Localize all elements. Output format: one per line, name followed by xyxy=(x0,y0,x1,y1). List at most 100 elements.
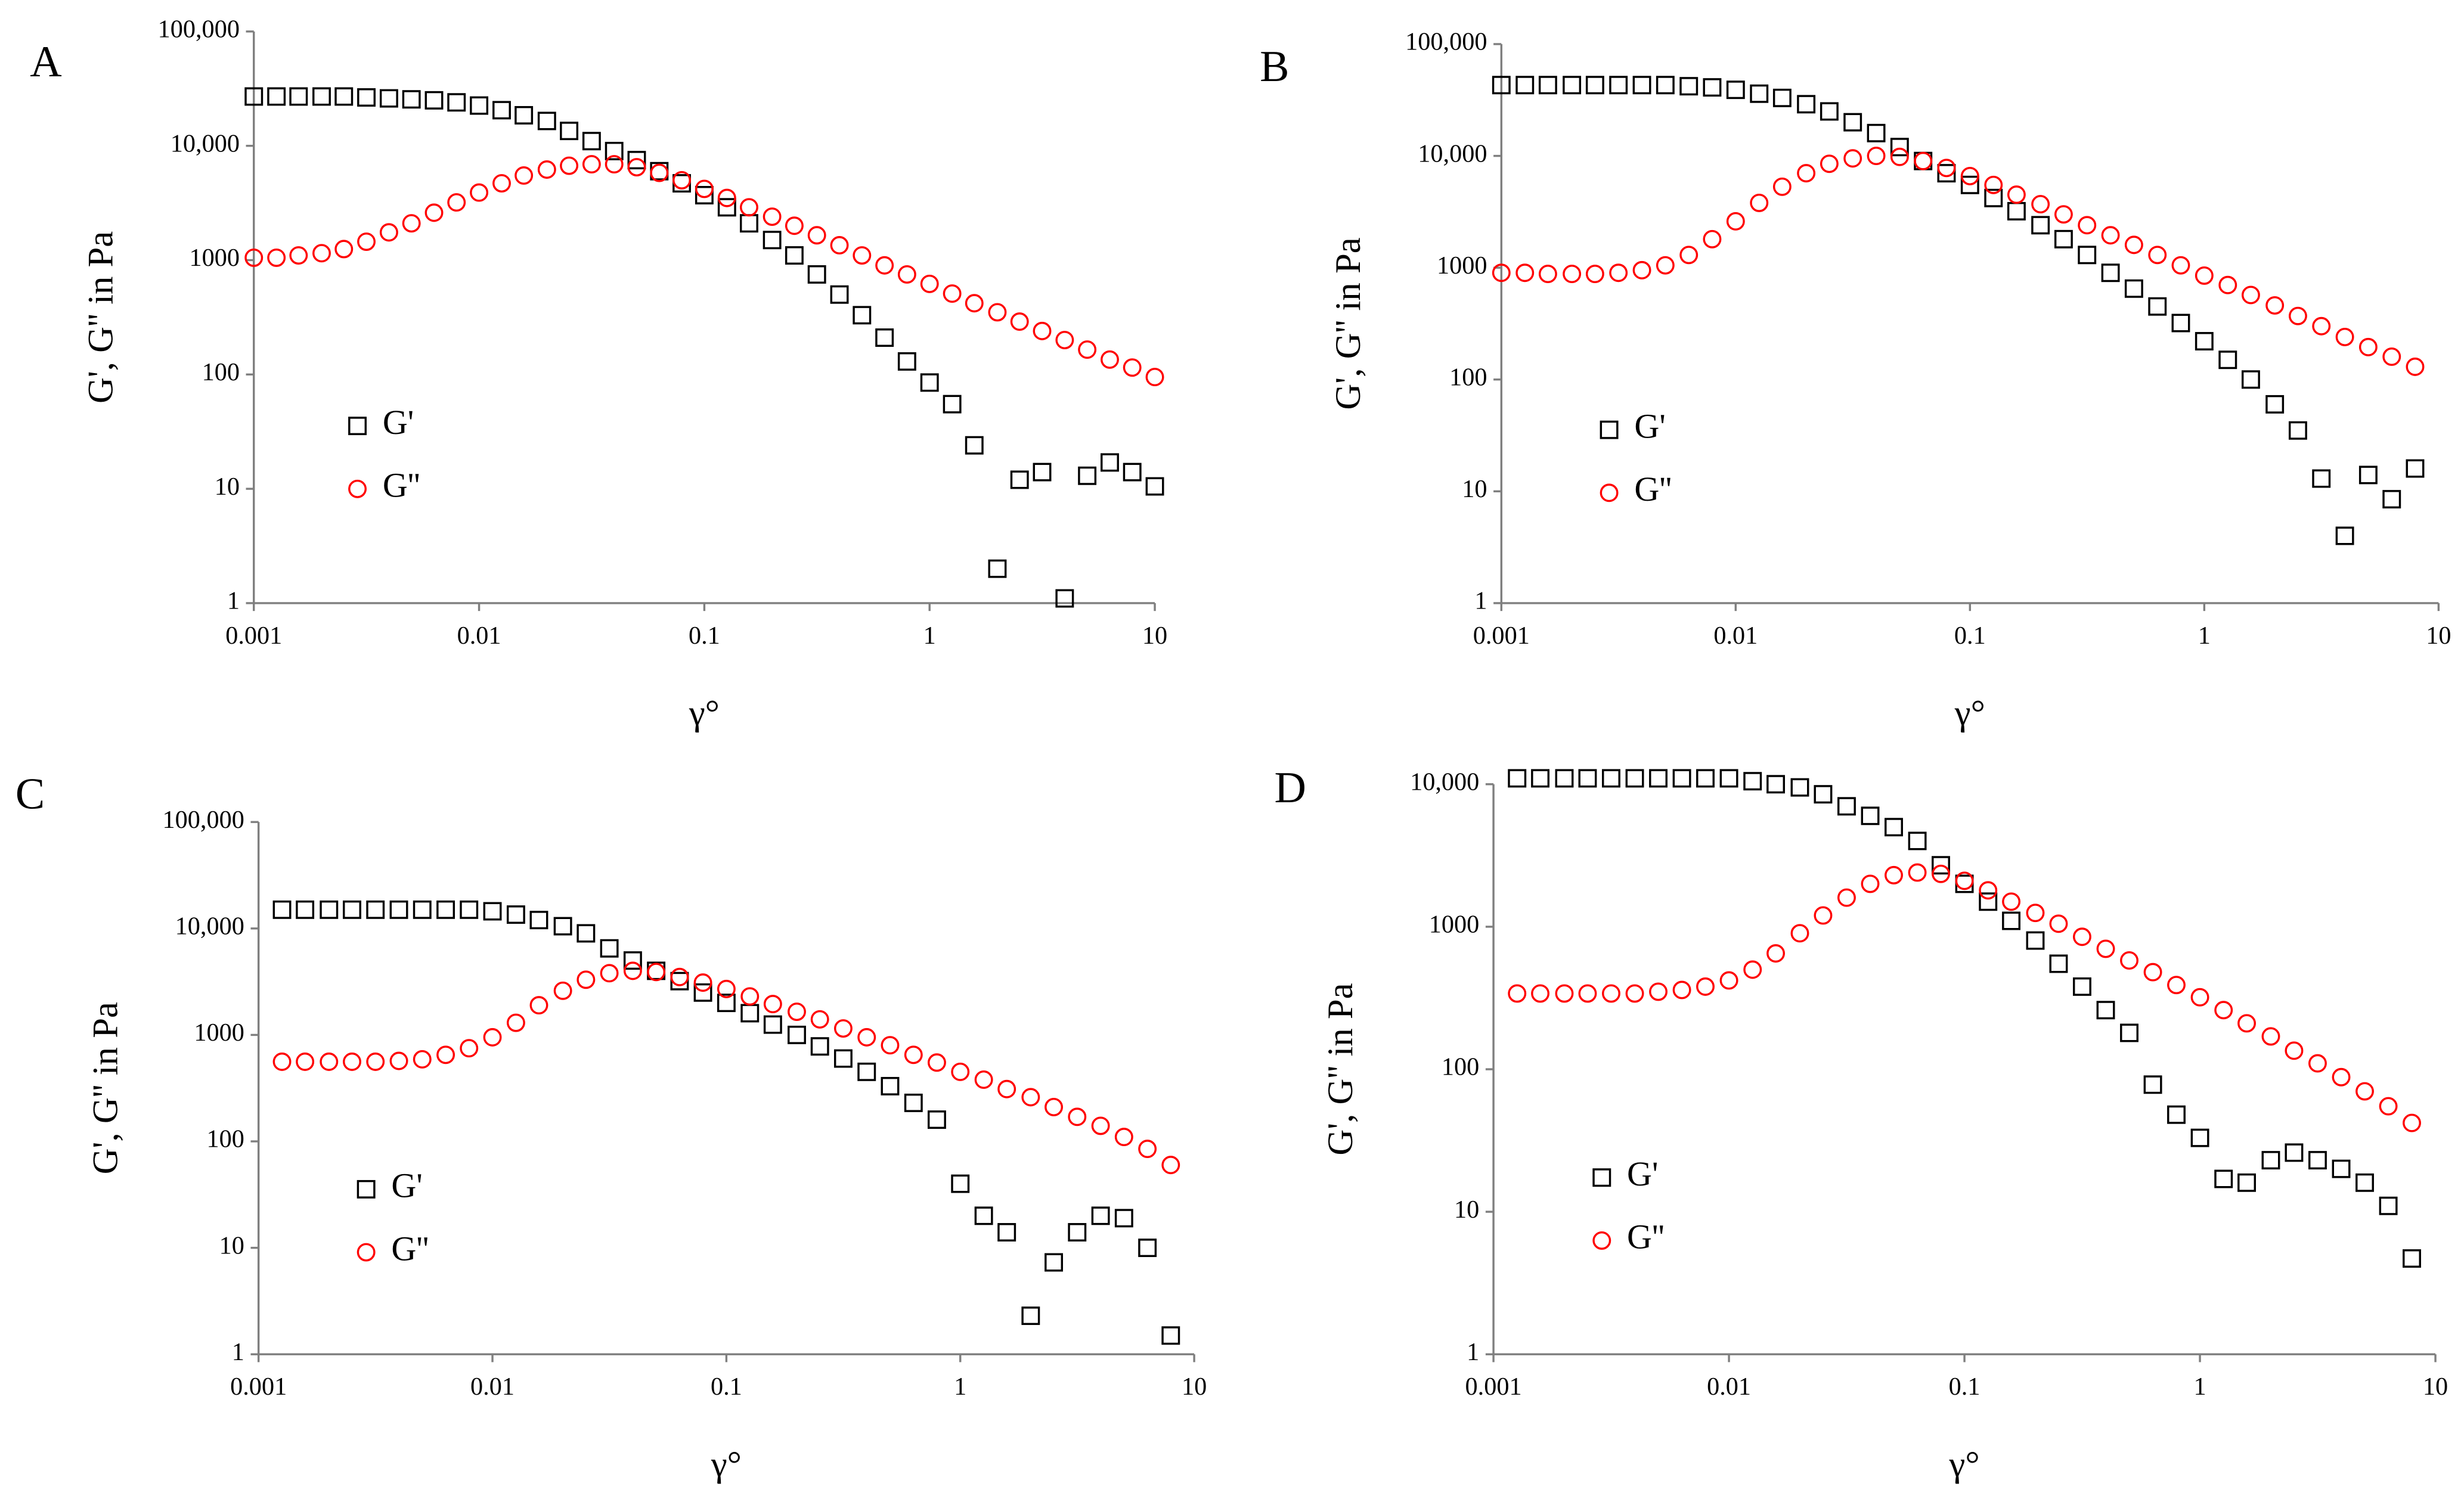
point xyxy=(2382,347,2401,366)
x-tick-label: 0.1 xyxy=(711,1373,742,1401)
point xyxy=(1766,944,1786,963)
point xyxy=(600,964,619,983)
point xyxy=(320,1052,339,1071)
legend-item: G' xyxy=(1600,407,1666,446)
point xyxy=(717,188,736,207)
point xyxy=(2403,1249,2421,1268)
point xyxy=(1632,76,1651,95)
point xyxy=(447,193,466,212)
point xyxy=(807,226,826,245)
point xyxy=(553,917,572,936)
point xyxy=(1538,76,1557,95)
point xyxy=(1055,331,1074,350)
point xyxy=(424,203,444,222)
point xyxy=(1033,463,1052,482)
point xyxy=(1867,123,1886,142)
point xyxy=(2237,1173,2256,1192)
point xyxy=(2031,216,2050,235)
point xyxy=(296,1052,315,1071)
point xyxy=(320,900,339,919)
point xyxy=(1790,924,1809,943)
point xyxy=(343,900,361,919)
legend-marker xyxy=(1592,1231,1611,1250)
legend-label: G'' xyxy=(383,466,420,505)
point xyxy=(334,240,354,259)
point xyxy=(2049,954,2068,973)
legend-label: G' xyxy=(383,403,414,442)
point xyxy=(506,1013,525,1032)
panel-label: A xyxy=(30,38,61,86)
point xyxy=(1492,263,1511,283)
point xyxy=(289,87,308,106)
point xyxy=(1602,769,1620,788)
point xyxy=(1068,1107,1087,1126)
point xyxy=(2195,266,2214,285)
point xyxy=(1703,78,1722,97)
point xyxy=(2379,1097,2398,1116)
point xyxy=(1555,769,1574,788)
point xyxy=(2308,1054,2327,1073)
point xyxy=(1984,175,2003,194)
point xyxy=(974,1070,993,1089)
y-tick-label: 1000 xyxy=(1437,252,1487,280)
point xyxy=(810,1037,829,1056)
point xyxy=(2379,1196,2398,1215)
point xyxy=(1138,1239,1157,1258)
chart-panel: B 1 10 100 1000 10,000 100,000 0.001 0.01 0.1 1 10 G… xyxy=(1260,28,2451,733)
point xyxy=(334,87,354,106)
point xyxy=(943,395,962,414)
point xyxy=(2167,976,2186,995)
point xyxy=(717,198,736,217)
point xyxy=(1790,778,1809,797)
y-tick-label: 10,000 xyxy=(171,129,240,157)
point xyxy=(1937,159,1956,178)
x-axis-label: γ° xyxy=(711,1444,742,1484)
point xyxy=(627,158,646,177)
panel-label: D xyxy=(1275,763,1306,812)
legend-item: G'' xyxy=(357,1229,429,1268)
point xyxy=(830,236,849,254)
point xyxy=(739,198,758,217)
point xyxy=(529,911,548,930)
point xyxy=(1649,769,1668,788)
point xyxy=(1091,1116,1110,1135)
y-tick-label: 100,000 xyxy=(1405,28,1487,56)
point xyxy=(693,983,712,1002)
point xyxy=(740,987,760,1006)
point xyxy=(1078,466,1097,485)
point xyxy=(2072,977,2091,996)
point xyxy=(600,939,619,958)
x-tick-label: 1 xyxy=(923,622,936,650)
point xyxy=(1625,769,1644,788)
legend-marker xyxy=(348,417,367,436)
y-tick-label: 100 xyxy=(1449,363,1487,391)
point xyxy=(577,970,596,989)
point xyxy=(1932,856,1950,875)
point xyxy=(1885,865,1903,884)
point xyxy=(1743,960,1762,979)
y-tick-label: 10 xyxy=(1462,475,1487,503)
point xyxy=(553,981,572,1000)
y-tick-label: 1 xyxy=(1467,1338,1479,1366)
y-tick-label: 10 xyxy=(215,473,240,501)
point xyxy=(1979,881,1998,900)
point xyxy=(1609,76,1628,95)
x-tick-label: 0.1 xyxy=(1949,1373,1981,1401)
point xyxy=(2190,1128,2209,1147)
point xyxy=(1145,477,1164,496)
point xyxy=(2143,963,2162,982)
y-tick-label: 1000 xyxy=(1429,911,1480,939)
point xyxy=(1843,149,1862,168)
point xyxy=(740,1004,760,1023)
point xyxy=(2124,235,2143,254)
point xyxy=(1719,769,1738,788)
point xyxy=(492,174,511,193)
point xyxy=(1508,769,1527,788)
legend-item: G'' xyxy=(1592,1218,1665,1256)
legend-label: G'' xyxy=(1627,1218,1665,1256)
legend-item: G' xyxy=(348,403,414,442)
point xyxy=(2148,297,2167,316)
point xyxy=(2120,1023,2138,1042)
point xyxy=(272,1052,292,1071)
point xyxy=(810,1010,829,1029)
